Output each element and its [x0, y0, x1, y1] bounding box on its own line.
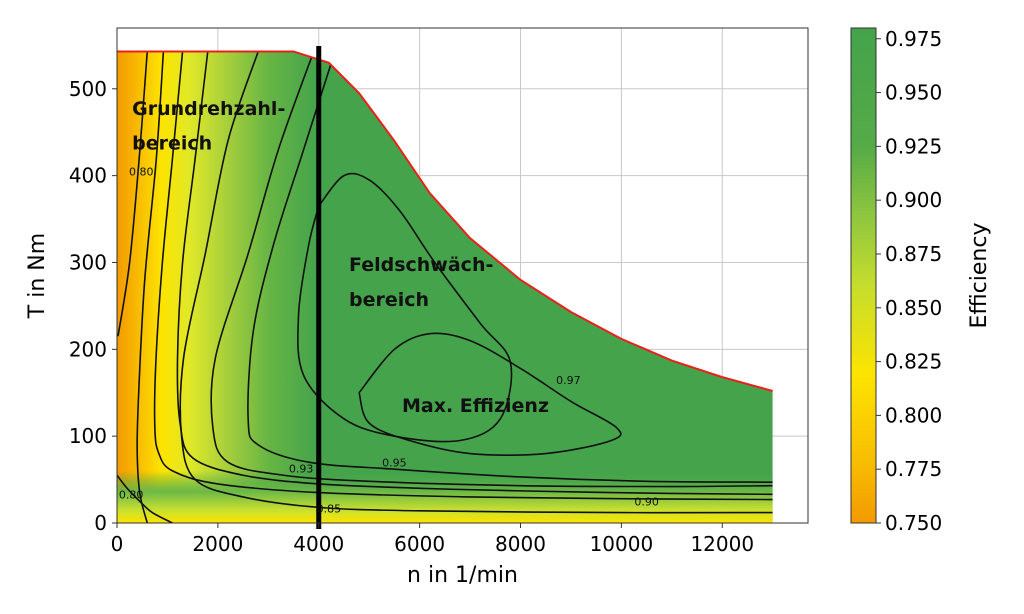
- colorbar-tick-label-1: 0.775: [885, 457, 942, 481]
- contour-line-8: [297, 172, 513, 443]
- contour-line-9: [358, 332, 622, 456]
- y-tick-label-2: 200: [69, 337, 107, 361]
- y-tick-label-3: 300: [69, 250, 107, 274]
- colorbar-tick-label-8: 0.950: [885, 81, 942, 105]
- contour-line-3: [153, 51, 773, 501]
- annotation-4: Max. Effizienz: [402, 395, 549, 417]
- colorbar-tick-label-4: 0.850: [885, 296, 942, 320]
- contour-line-5: [179, 51, 773, 514]
- colorbar-label: Efficiency: [967, 223, 992, 329]
- colorbar-ticks: 0.750 0.775 0.800 0.825 0.850 0.875 0.900 0.925…: [876, 27, 942, 535]
- x-tick-label-5: 10000: [590, 532, 654, 556]
- contour-label-1: 0.80: [119, 489, 144, 502]
- y-tick-label-5: 500: [69, 77, 107, 101]
- x-tick-label-3: 6000: [394, 532, 445, 556]
- x-tick-label-1: 2000: [192, 532, 243, 556]
- contour-line-4: [176, 51, 773, 496]
- annotation-3: bereich: [349, 289, 429, 311]
- colorbar: [850, 27, 877, 524]
- contour-label-3: 0.95: [382, 457, 407, 470]
- y-tick-label-0: 0: [94, 511, 107, 535]
- torque-limit-curve: [117, 50, 773, 392]
- colorbar-tick-label-7: 0.925: [885, 134, 942, 158]
- contour-line-1: [117, 474, 173, 524]
- contour-line-2: [136, 51, 165, 524]
- y-axis-ticks: 0 100 200 300 400 500: [69, 77, 117, 535]
- x-tick-label-0: 0: [111, 532, 124, 556]
- colorbar-tick-label-6: 0.900: [885, 188, 942, 212]
- plot-frame: [116, 27, 809, 524]
- x-axis-label: n in 1/min: [407, 563, 518, 588]
- x-axis-ticks: 0 2000 4000 6000 8000 10000 12000: [111, 523, 754, 556]
- contour-label-6: 0.97: [556, 374, 581, 387]
- annotation-1: bereich: [132, 133, 212, 155]
- contour-label-2: 0.93: [289, 463, 314, 476]
- colorbar-tick-label-2: 0.800: [885, 403, 942, 427]
- y-tick-label-1: 100: [69, 424, 107, 448]
- contour-label-5: 0.90: [634, 496, 659, 509]
- y-axis-label: T in Nm: [25, 233, 50, 319]
- x-tick-label-2: 4000: [293, 532, 344, 556]
- x-tick-label-4: 8000: [495, 532, 546, 556]
- contour-line-0: [117, 51, 149, 337]
- contour-label-0: 0.80: [129, 166, 154, 179]
- colorbar-tick-label-9: 0.975: [885, 27, 942, 51]
- y-tick-label-4: 400: [69, 164, 107, 188]
- annotation-0: Grundrehzahl-: [132, 98, 285, 120]
- contour-labels: 0.80 0.80 0.93 0.95 0.85 0.90 0.97: [119, 166, 659, 516]
- colorbar-tick-label-5: 0.875: [885, 242, 942, 266]
- x-tick-label-6: 12000: [690, 532, 754, 556]
- colorbar-tick-label-0: 0.750: [885, 511, 942, 535]
- contour-line-7: [247, 62, 773, 483]
- contour-label-4: 0.85: [317, 503, 342, 516]
- region-annotations: Grundrehzahl-bereich Feldschwäch-bereich M…: [132, 98, 549, 417]
- contour-lines: [117, 51, 773, 524]
- contour-line-6: [210, 51, 773, 488]
- annotation-2: Feldschwäch-: [349, 254, 493, 276]
- colorbar-tick-label-3: 0.825: [885, 350, 942, 374]
